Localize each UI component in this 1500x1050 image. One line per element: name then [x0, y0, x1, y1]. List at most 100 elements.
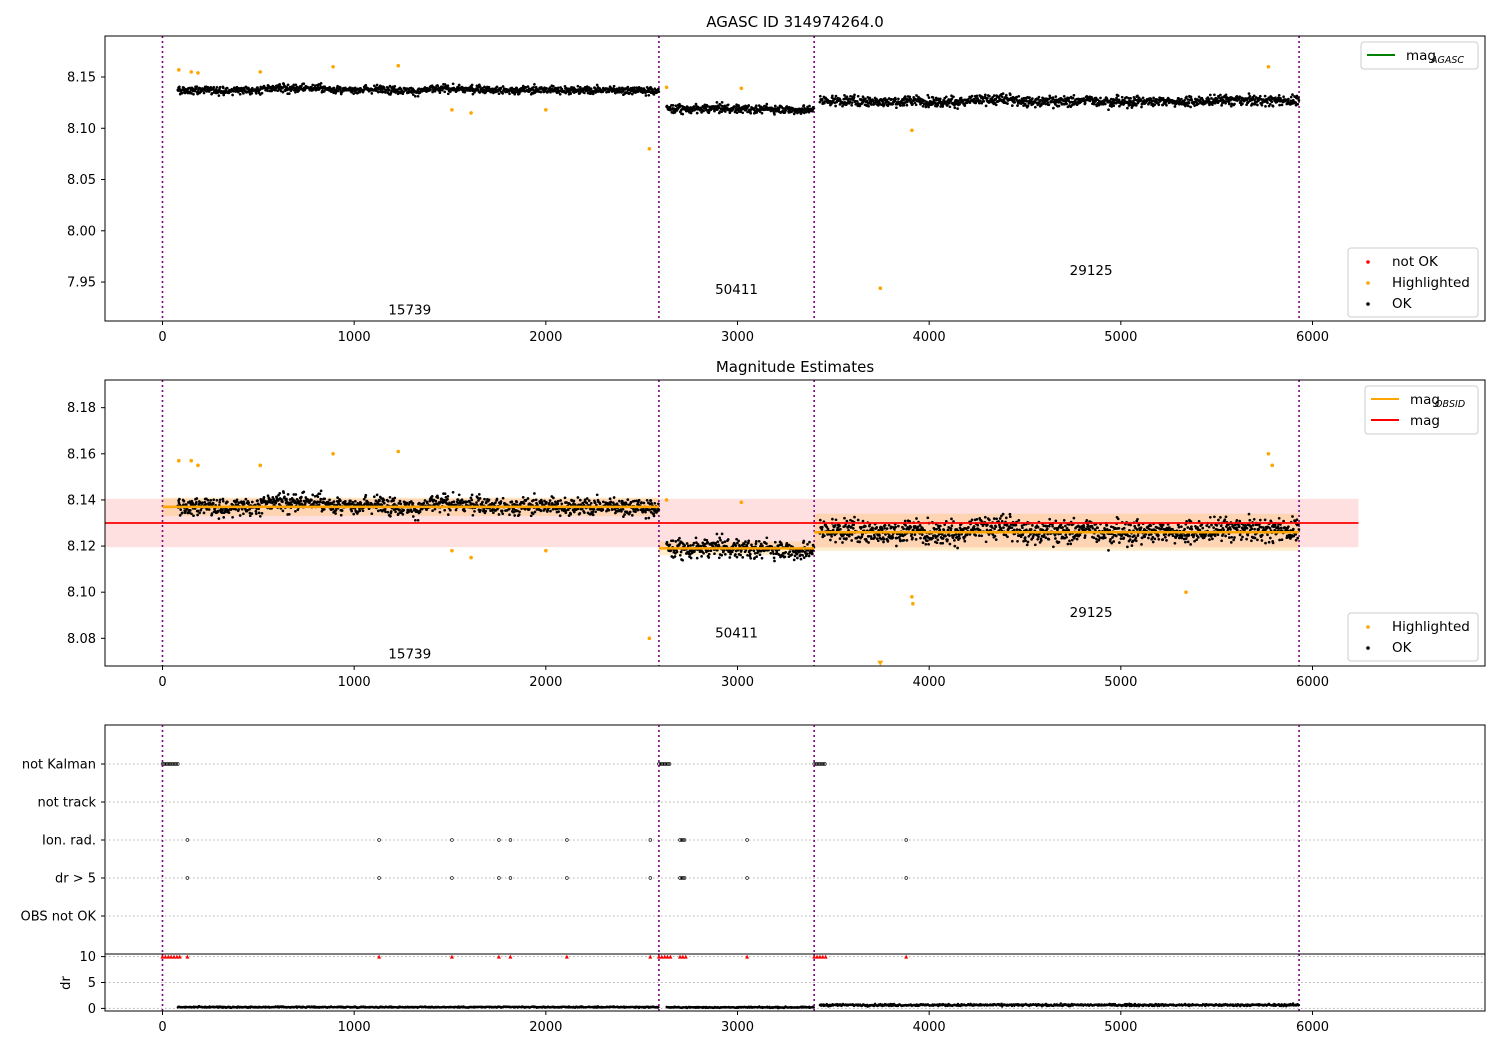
- data-point: [970, 518, 974, 522]
- data-point: [903, 519, 907, 523]
- data-point: [529, 514, 533, 518]
- data-point: [867, 102, 871, 105]
- data-point: [838, 537, 842, 540]
- data-point: [1001, 92, 1005, 95]
- y-tick-label: 8.00: [67, 224, 96, 239]
- data-point: [244, 497, 248, 501]
- data-point: [865, 539, 868, 543]
- data-point: [633, 86, 637, 90]
- data-point: [692, 541, 696, 545]
- data-point: [576, 84, 580, 88]
- data-point: [1045, 524, 1049, 528]
- data-point: [1289, 95, 1293, 99]
- data-point: [914, 538, 918, 541]
- data-point: [254, 92, 258, 95]
- data-point: [248, 514, 252, 518]
- data-point: [931, 536, 934, 540]
- data-point: [521, 495, 525, 499]
- data-point: [870, 103, 873, 106]
- data-point: [737, 539, 740, 543]
- data-point: [769, 551, 773, 555]
- data-point: [921, 541, 925, 545]
- data-point: [1047, 103, 1051, 107]
- data-point: [288, 498, 292, 501]
- data-point: [182, 503, 185, 507]
- data-point: [715, 532, 719, 536]
- data-point: [695, 541, 698, 544]
- data-point: [572, 499, 576, 503]
- data-point: [717, 544, 721, 548]
- data-point: [1127, 96, 1130, 100]
- data-point: [754, 542, 758, 546]
- data-point: [564, 509, 568, 512]
- data-point: [853, 93, 856, 97]
- data-point: [227, 511, 231, 514]
- data-point: [1295, 94, 1299, 98]
- data-point: [728, 556, 732, 559]
- data-point: [470, 493, 474, 497]
- data-point: [741, 111, 745, 115]
- data-point: [861, 519, 865, 523]
- data-point: [729, 552, 732, 556]
- data-point: [1251, 97, 1255, 100]
- data-point: [569, 92, 573, 95]
- data-point: [714, 541, 718, 545]
- data-point: [407, 510, 410, 514]
- data-point: [941, 537, 945, 540]
- data-point: [1083, 101, 1087, 105]
- data-point: [1157, 103, 1161, 107]
- data-point: [583, 498, 587, 502]
- data-point: [370, 512, 374, 516]
- data-point: [699, 544, 703, 548]
- data-point: [1126, 106, 1129, 110]
- data-point: [934, 96, 938, 100]
- data-point: [1180, 97, 1183, 101]
- data-point: [240, 507, 244, 511]
- data-point: [943, 523, 947, 526]
- data-point: [795, 552, 799, 556]
- data-point: [963, 104, 967, 107]
- data-point: [247, 501, 251, 505]
- data-point: [1044, 102, 1048, 106]
- data-point: [890, 97, 893, 101]
- data-point: [340, 509, 344, 512]
- data-point: [497, 513, 501, 516]
- data-point: [647, 516, 651, 520]
- data-point: [749, 556, 753, 560]
- data-point: [1015, 95, 1019, 99]
- data-point: [495, 497, 499, 501]
- data-point: [618, 86, 621, 90]
- data-point: [218, 501, 222, 504]
- data-point: [799, 557, 803, 561]
- data-point: [881, 100, 885, 104]
- data-point: [994, 103, 998, 107]
- data-point: [510, 500, 514, 504]
- data-point: [629, 86, 633, 90]
- data-point: [1152, 96, 1155, 100]
- data-point: [938, 97, 942, 101]
- data-point: [438, 510, 442, 514]
- data-point: [652, 93, 656, 96]
- data-point: [707, 549, 710, 553]
- data-point: [734, 553, 737, 556]
- data-point: [665, 540, 669, 544]
- data-point: [976, 523, 980, 527]
- data-point: [921, 526, 924, 530]
- data-point: [499, 86, 503, 90]
- data-point: [254, 509, 258, 513]
- data-point: [675, 550, 679, 554]
- data-point: [1032, 533, 1036, 536]
- data-point: [689, 106, 693, 109]
- data-point: [222, 516, 226, 519]
- data-point: [1004, 516, 1008, 520]
- data-point: [852, 523, 856, 527]
- data-point: [875, 525, 879, 529]
- data-point: [867, 534, 871, 538]
- data-point: [1065, 102, 1068, 106]
- data-point: [432, 498, 436, 502]
- data-point: [1008, 515, 1012, 519]
- data-point: [618, 499, 621, 503]
- data-point: [717, 556, 721, 560]
- data-point: [1161, 103, 1165, 107]
- data-point: [978, 528, 982, 532]
